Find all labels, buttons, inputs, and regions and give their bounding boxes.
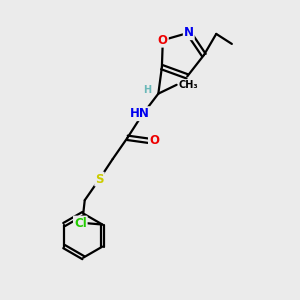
Text: Cl: Cl [74, 217, 87, 230]
Text: N: N [184, 26, 194, 39]
Text: S: S [95, 172, 104, 185]
Text: O: O [158, 34, 168, 47]
Text: H: H [143, 85, 151, 95]
Text: HN: HN [130, 107, 150, 120]
Text: CH₃: CH₃ [179, 80, 199, 90]
Text: O: O [149, 134, 159, 147]
